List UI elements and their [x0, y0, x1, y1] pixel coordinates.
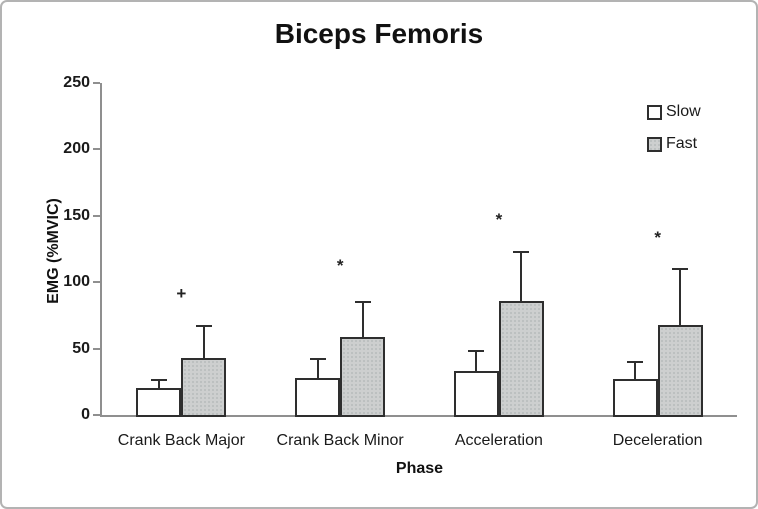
plot-area: Phase 0 50 100 150 200 250 Crank Back Major Cra…	[63, 74, 737, 477]
y-tick-label-150: 150	[63, 206, 90, 224]
x-category-label-acceleration: Acceleration	[454, 432, 543, 449]
error-bar-stem-slow-deceleration	[634, 361, 637, 380]
y-tick-label-50: 50	[72, 339, 90, 357]
error-bar-cap-slow-crank-back-major	[150, 379, 167, 382]
bar-fast-crank-back-major	[181, 357, 227, 417]
annotation-asterisk-acceleration: *	[495, 209, 503, 229]
error-bar-cap-slow-deceleration	[627, 360, 644, 363]
error-bar-stem-slow-crank-back-minor	[316, 359, 319, 378]
annotation-asterisk-deceleration: *	[654, 228, 661, 248]
chart-title: Biceps Femoris	[274, 18, 484, 49]
y-tick-50	[93, 347, 100, 350]
x-axis-title: Phase	[395, 460, 444, 477]
bar-slow-crank-back-major	[136, 388, 182, 417]
error-bar-cap-slow-acceleration	[468, 350, 485, 353]
bar-fast-crank-back-minor	[340, 336, 386, 417]
error-bar-cap-fast-crank-back-major	[195, 325, 212, 328]
x-axis-line	[100, 415, 737, 417]
legend-swatch-fast	[647, 136, 662, 152]
error-bar-cap-fast-acceleration	[513, 250, 530, 253]
y-tick-0	[93, 414, 100, 416]
y-tick-label-100: 100	[63, 273, 90, 291]
x-category-label-crank-back-major: Crank Back Major	[117, 432, 245, 449]
error-bar-stem-slow-crank-back-major	[157, 380, 160, 389]
bar-fast-deceleration	[657, 324, 703, 417]
error-bar-cap-fast-deceleration	[672, 267, 689, 270]
bar-fast-acceleration	[498, 300, 544, 417]
error-bar-stem-fast-crank-back-minor	[361, 302, 364, 337]
y-tick-250	[93, 82, 100, 84]
error-bar-stem-fast-deceleration	[679, 268, 682, 325]
x-category-label-deceleration: Deceleration	[612, 432, 703, 449]
error-bar-stem-fast-acceleration	[520, 251, 523, 301]
error-bar-stem-fast-crank-back-major	[202, 326, 205, 358]
bar-slow-acceleration	[453, 371, 499, 417]
y-tick-label-250: 250	[63, 74, 90, 91]
legend-item-slow: Slow	[647, 103, 701, 121]
y-axis-line	[100, 83, 102, 417]
y-tick-150	[93, 214, 100, 217]
bar-slow-crank-back-minor	[295, 377, 341, 417]
y-tick-200	[93, 148, 100, 151]
legend-label-slow: Slow	[666, 103, 701, 120]
legend-swatch-slow	[647, 104, 662, 120]
annotation-asterisk-crank-back-minor: *	[336, 256, 344, 276]
error-bar-cap-fast-crank-back-minor	[354, 301, 371, 304]
y-tick-100	[93, 281, 100, 284]
x-category-label-crank-back-minor: Crank Back Minor	[276, 432, 404, 449]
error-bar-cap-slow-crank-back-minor	[309, 358, 326, 361]
legend-label-fast: Fast	[666, 135, 698, 152]
y-tick-label-200: 200	[63, 140, 90, 158]
error-bar-stem-slow-acceleration	[475, 351, 478, 372]
bar-slow-deceleration	[612, 379, 658, 417]
legend-item-fast: Fast	[647, 135, 701, 153]
annotation-plus-crank-back-major: +	[176, 284, 187, 304]
y-tick-label-0: 0	[81, 406, 90, 423]
legend: Slow Fast	[647, 103, 701, 167]
